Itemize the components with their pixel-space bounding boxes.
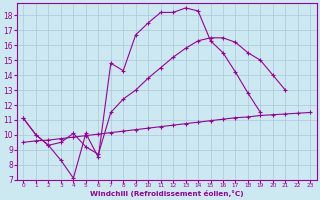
- X-axis label: Windchill (Refroidissement éolien,°C): Windchill (Refroidissement éolien,°C): [90, 190, 244, 197]
